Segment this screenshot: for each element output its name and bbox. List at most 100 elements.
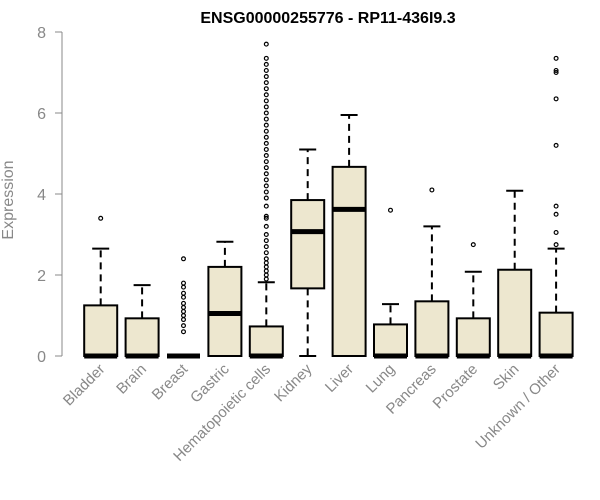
outlier-point [263, 74, 269, 80]
outlier-point [263, 146, 269, 152]
box-prostate [455, 242, 491, 359]
outlier-point [263, 159, 269, 165]
box-brain [124, 284, 160, 359]
outlier-point [553, 229, 559, 235]
outlier-point [181, 308, 187, 314]
outlier-point [553, 69, 559, 75]
box-unknown-other [538, 55, 574, 359]
x-tick-label-bladder: Bladder [60, 361, 109, 410]
outlier-point [263, 203, 269, 209]
iqr-box [331, 165, 367, 357]
outlier-point [553, 203, 559, 209]
outlier-point [263, 272, 269, 278]
outlier-point [263, 140, 269, 146]
outlier-point [263, 213, 269, 219]
outlier-point [263, 86, 269, 92]
outlier-point [263, 250, 269, 256]
outlier-point [429, 187, 435, 193]
outlier-point [553, 242, 559, 248]
outlier-point [263, 128, 269, 134]
box-series [83, 41, 574, 359]
x-tick-label-kidney: Kidney [271, 360, 316, 405]
outlier-point [181, 284, 187, 290]
outlier-point [263, 215, 269, 221]
iqr-box [290, 199, 326, 290]
outlier-point [263, 80, 269, 86]
iqr-box [248, 325, 284, 357]
y-tick-label-6: 6 [37, 106, 46, 123]
y-tick-label-2: 2 [37, 268, 46, 285]
outlier-point [553, 96, 559, 102]
box-breast [167, 256, 200, 359]
outlier-point [388, 207, 394, 213]
outlier-point [181, 329, 187, 335]
outlier-point [181, 300, 187, 306]
outlier-point [181, 304, 187, 310]
outlier-point [263, 260, 269, 266]
x-tick-label-breast: Breast [149, 360, 192, 403]
outlier-point [181, 256, 187, 262]
outlier-point [263, 195, 269, 201]
outlier-point [263, 165, 269, 171]
outlier-point [553, 55, 559, 61]
outlier-point [263, 189, 269, 195]
outlier-point [263, 183, 269, 189]
outlier-point [181, 317, 187, 323]
outlier-point [263, 92, 269, 98]
iqr-box [455, 317, 491, 357]
outlier-point [181, 290, 187, 296]
box-kidney [290, 148, 326, 357]
outlier-point [263, 264, 269, 270]
box-skin [497, 189, 533, 359]
y-axis-label: Expression [0, 160, 17, 239]
outlier-point [263, 67, 269, 73]
outlier-point [263, 268, 269, 274]
iqr-box [83, 304, 119, 357]
x-tick-label-liver: Liver [322, 361, 357, 396]
iqr-box [414, 300, 450, 358]
outlier-point [263, 61, 269, 67]
box-lung [373, 207, 408, 359]
x-tick-label-skin: Skin [490, 361, 523, 394]
outlier-point [263, 177, 269, 183]
outlier-point [263, 171, 269, 177]
outlier-point [263, 232, 269, 238]
box-hematopoietic-cells [248, 41, 284, 359]
box-pancreas [414, 187, 450, 359]
iqr-box [538, 311, 574, 358]
outlier-point [553, 67, 559, 73]
outlier-point [181, 294, 187, 300]
outlier-point [553, 142, 559, 148]
chart-title: ENSG00000255776 - RP11-436I9.3 [200, 10, 455, 27]
outlier-point [181, 313, 187, 319]
outlier-point [263, 98, 269, 104]
outlier-point [553, 211, 559, 217]
x-tick-label-brain: Brain [113, 361, 150, 398]
iqr-box [497, 268, 533, 357]
outlier-point [181, 280, 187, 286]
outlier-point [263, 153, 269, 159]
iqr-box [373, 323, 408, 358]
box-gastric [207, 240, 243, 357]
x-tick-label-prostate: Prostate [430, 361, 482, 413]
outlier-point [263, 276, 269, 282]
y-axis: 0 2 4 6 8 [37, 25, 63, 366]
outlier-point [263, 244, 269, 250]
outlier-point [263, 256, 269, 262]
outlier-point [263, 55, 269, 61]
outlier-point [263, 238, 269, 244]
y-tick-label-4: 4 [37, 187, 46, 204]
outlier-point [263, 41, 269, 47]
outlier-point [98, 215, 104, 221]
outlier-point [263, 110, 269, 116]
box-liver [331, 114, 367, 357]
outlier-point [263, 116, 269, 122]
outlier-point [263, 104, 269, 110]
x-tick-label-lung: Lung [363, 361, 399, 397]
outlier-point [470, 242, 476, 248]
box-bladder [83, 215, 119, 359]
iqr-box [124, 317, 160, 357]
y-tick-label-8: 8 [37, 25, 46, 42]
